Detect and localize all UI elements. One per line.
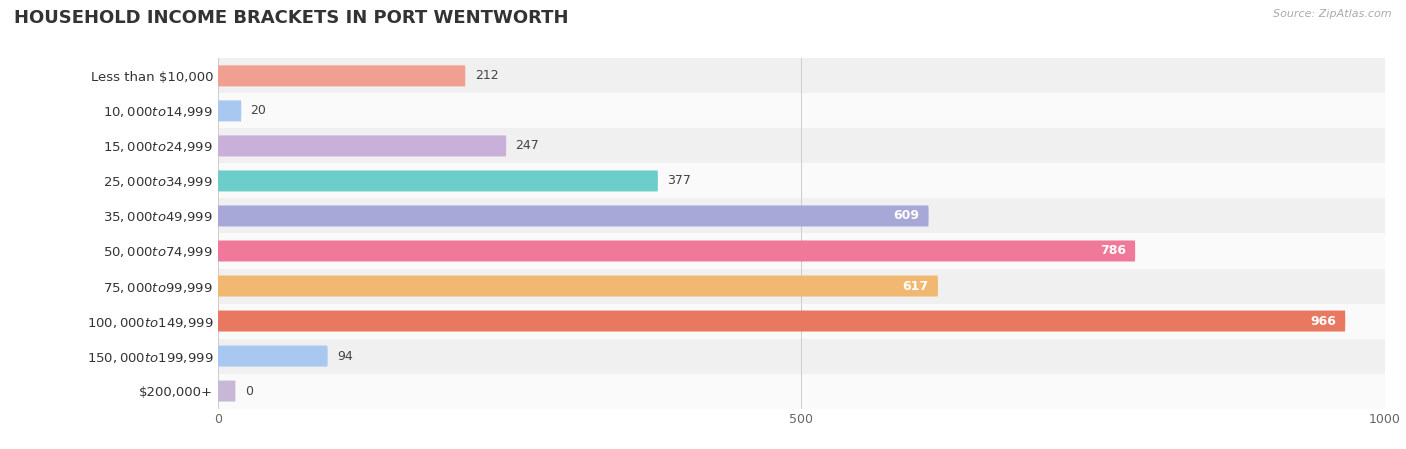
- Text: 786: 786: [1099, 245, 1126, 257]
- FancyBboxPatch shape: [218, 206, 928, 226]
- FancyBboxPatch shape: [218, 346, 328, 366]
- FancyBboxPatch shape: [218, 381, 235, 401]
- Text: 966: 966: [1310, 315, 1336, 327]
- Bar: [218, 304, 1385, 339]
- Text: 609: 609: [893, 210, 920, 222]
- FancyBboxPatch shape: [218, 276, 938, 296]
- FancyBboxPatch shape: [218, 101, 242, 121]
- Bar: [218, 374, 1385, 409]
- Bar: [218, 58, 1385, 93]
- Bar: [218, 269, 1385, 304]
- Bar: [218, 198, 1385, 233]
- Bar: [218, 233, 1385, 269]
- Text: 212: 212: [475, 70, 498, 82]
- FancyBboxPatch shape: [218, 136, 506, 156]
- Bar: [218, 163, 1385, 198]
- FancyBboxPatch shape: [218, 66, 465, 86]
- Text: 377: 377: [668, 175, 692, 187]
- FancyBboxPatch shape: [218, 241, 1135, 261]
- Bar: [218, 93, 1385, 128]
- FancyBboxPatch shape: [218, 171, 658, 191]
- Text: 247: 247: [516, 140, 540, 152]
- Text: 0: 0: [245, 385, 253, 397]
- Bar: [218, 128, 1385, 163]
- Text: Source: ZipAtlas.com: Source: ZipAtlas.com: [1274, 9, 1392, 19]
- Text: HOUSEHOLD INCOME BRACKETS IN PORT WENTWORTH: HOUSEHOLD INCOME BRACKETS IN PORT WENTWO…: [14, 9, 568, 27]
- Bar: [218, 339, 1385, 374]
- Text: 20: 20: [250, 105, 267, 117]
- FancyBboxPatch shape: [218, 311, 1346, 331]
- Text: 94: 94: [337, 350, 353, 362]
- Text: 617: 617: [903, 280, 928, 292]
